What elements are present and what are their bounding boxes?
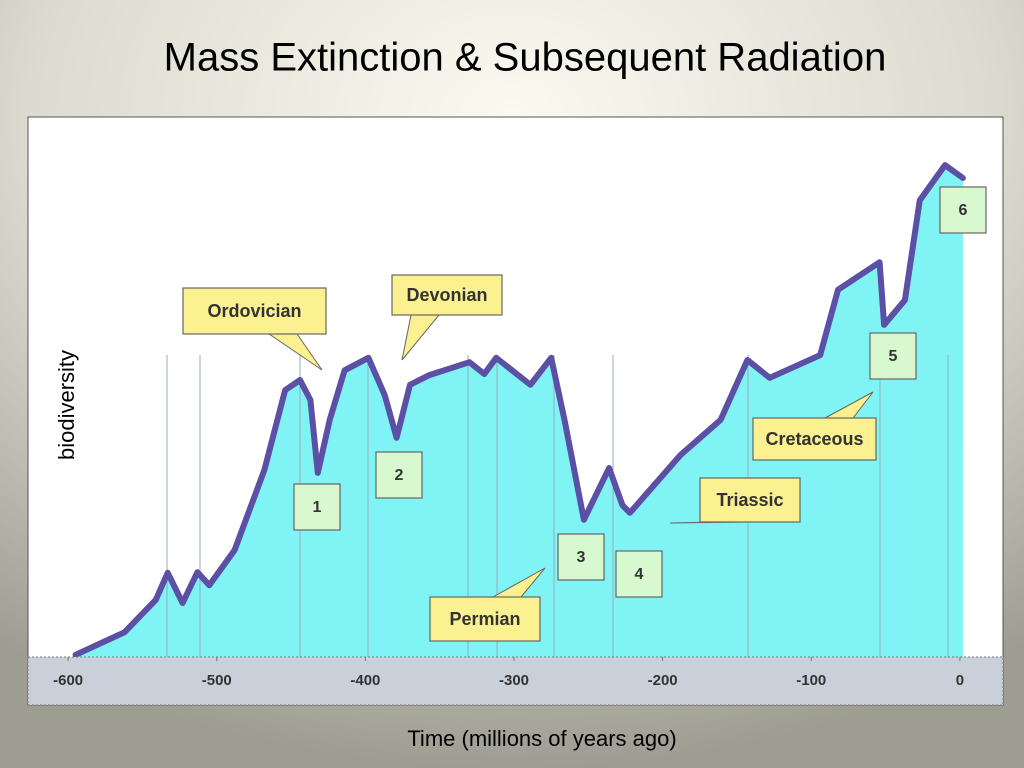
annotation-text: Cretaceous — [765, 429, 863, 449]
x-tick-label: -200 — [648, 672, 678, 689]
x-tick-label: -100 — [796, 672, 826, 689]
annotation-box — [615, 550, 663, 598]
annotation-text: Triassic — [716, 490, 783, 510]
annotation-text: 2 — [395, 467, 404, 484]
annotation-text: 4 — [635, 566, 644, 583]
annotation-box — [391, 274, 503, 316]
annotation-text: Ordovician — [207, 301, 301, 321]
line — [72, 162, 966, 658]
x-tick-label: -600 — [53, 672, 83, 689]
annotation-box — [752, 417, 877, 461]
annotation-box — [293, 483, 341, 531]
annotation-text: Permian — [449, 609, 520, 629]
area — [75, 165, 963, 657]
annotation-text: 5 — [889, 348, 898, 365]
annotation-text: 3 — [577, 549, 586, 566]
annotation-text: 6 — [959, 202, 968, 219]
annotation-text: Devonian — [406, 285, 487, 305]
annotation-box — [182, 287, 327, 335]
x-tick-label: -500 — [202, 672, 232, 689]
annotation-box — [429, 596, 541, 642]
annotation-box — [939, 186, 987, 234]
x-tick-label: -400 — [350, 672, 380, 689]
annotation-box — [375, 451, 423, 499]
annotation-box — [557, 533, 605, 581]
x-axis-band — [27, 656, 1004, 706]
y-axis-label: biodiversity — [54, 350, 79, 460]
chart-title: Mass Extinction & Subsequent Radiation — [164, 36, 887, 80]
annotation-box — [869, 332, 917, 380]
x-tick-label: -300 — [499, 672, 529, 689]
x-axis-label: Time (millions of years ago) — [407, 726, 676, 751]
annotation-box — [699, 477, 801, 523]
x-tick-label: 0 — [956, 672, 964, 689]
annotation-text: 1 — [313, 499, 322, 516]
